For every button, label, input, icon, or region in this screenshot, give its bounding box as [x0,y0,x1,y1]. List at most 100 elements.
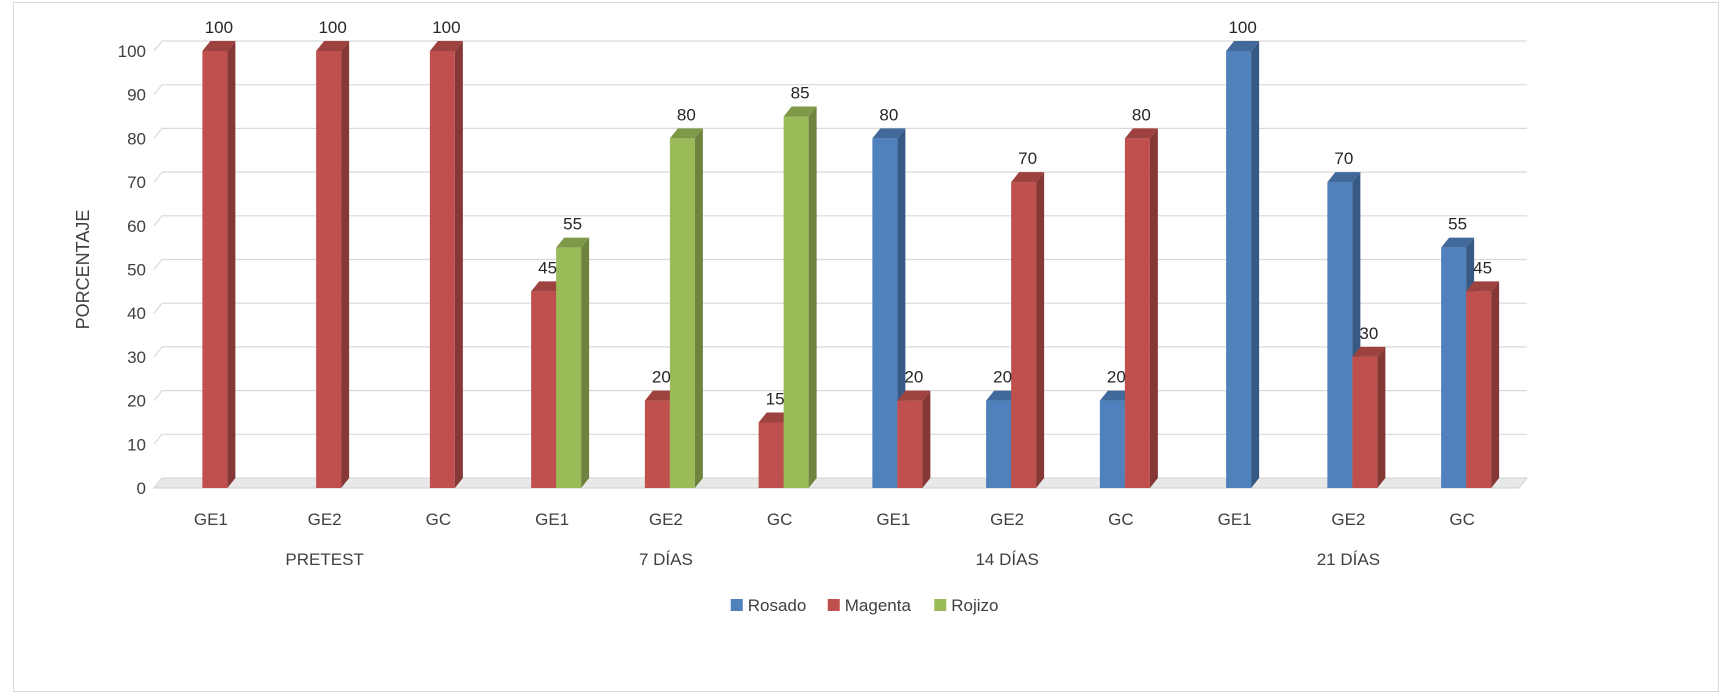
data-label: 70 [1334,149,1353,168]
y-tick-label: 60 [127,217,146,236]
bar-rosado [1099,400,1125,488]
data-label: 100 [1228,18,1256,37]
bar-side-magenta [922,390,931,488]
y-tick-label: 50 [127,261,146,280]
y-tick-label: 40 [127,304,146,323]
bar-rosado [1327,182,1353,488]
bar-top-magenta [429,41,463,51]
bar-top-magenta [202,41,236,51]
bar-top-rojizo [783,106,817,117]
bar-rojizo [669,138,695,488]
x-group-label: 14 DÍAS [975,550,1038,569]
chart-floor [152,477,1529,489]
x-tick-label: GE2 [308,510,342,529]
gridline-side [153,171,163,183]
x-group-label: 7 DÍAS [639,550,693,569]
gridline-side [153,84,163,96]
bar-top-magenta [1124,128,1158,139]
bar-rojizo [783,116,809,489]
bar-rosado [986,400,1012,488]
bar-side-magenta [341,41,350,488]
x-tick-label: GC [767,510,793,529]
y-tick-label: 90 [127,86,146,105]
bar-side-magenta [1149,128,1158,488]
bar-top-rosado [986,390,1020,401]
data-label: 45 [1473,258,1492,277]
x-group-label: PRETEST [285,550,363,569]
x-tick-label: GE2 [649,510,683,529]
data-label: 100 [205,18,233,37]
gridline-side [153,346,163,358]
bar-magenta [531,291,557,488]
bar-magenta [1124,138,1150,488]
bar-top-magenta [758,412,792,423]
data-label: 85 [791,84,810,103]
legend-label: Magenta [845,596,912,615]
y-tick-label: 70 [127,173,146,192]
bar-top-magenta [644,390,678,401]
bar-rosado [1441,247,1467,488]
bar-top-rosado [1441,237,1475,248]
bar-side-magenta [454,41,463,488]
bar-magenta [758,422,784,488]
gridline-side [153,390,163,401]
data-label: 15 [766,389,785,408]
data-label: 20 [993,368,1012,387]
data-label: 45 [538,258,557,277]
y-tick-label: 10 [127,435,146,454]
x-group-label: 21 DÍAS [1317,550,1380,569]
bar-top-rosado [1226,41,1260,51]
gridline-side [153,477,163,489]
y-tick-label: 30 [127,348,146,367]
x-tick-label: GE2 [1331,510,1365,529]
bar-top-magenta [531,281,565,292]
data-label: 20 [904,368,923,387]
legend-label: Rojizo [951,596,998,615]
data-label: 80 [1132,105,1151,124]
legend-swatch [827,599,840,611]
bar-top-magenta [1011,172,1045,183]
bar-top-magenta [316,41,350,51]
data-label: 100 [318,18,346,37]
gridline-side [153,40,163,52]
bar-top-magenta [1466,281,1500,292]
bar-chart: 0 10 20 30 40 50 60 70 80 90 100 PORCENTAJE 100 100 10… [73,18,1529,615]
chart-frame: 0 10 20 30 40 50 60 70 80 90 100 PORCENTAJE 100 100 10… [13,2,1719,692]
y-tick-label: 100 [118,42,146,61]
bar-magenta [897,400,923,488]
data-label: 55 [563,215,582,234]
bar-top-magenta [1352,346,1386,357]
y-tick-label: 20 [127,392,146,411]
y-tick-label: 80 [127,129,146,148]
x-tick-label: GE2 [990,510,1024,529]
data-label: 100 [432,18,460,37]
bar-magenta [316,51,342,488]
data-label: 70 [1018,149,1037,168]
bar-rojizo [556,247,582,488]
x-tick-label: GC [1449,510,1475,529]
bar-magenta [1352,356,1378,488]
gridline-side [153,128,163,139]
bar-side-rojizo [694,128,703,488]
data-label: 80 [677,105,696,124]
bar-magenta [1466,291,1492,488]
y-axis-title: PORCENTAJE [73,210,93,330]
bar-magenta [644,400,670,488]
legend-label: Rosado [748,596,807,615]
bar-side-rojizo [808,106,817,489]
bar-side-rosado [1251,41,1260,488]
bar-top-rosado [1099,390,1133,401]
x-tick-label: GE1 [194,510,228,529]
x-tick-label: GC [426,510,452,529]
data-label: 30 [1359,324,1378,343]
legend-swatch [934,599,947,611]
data-label: 55 [1448,215,1467,234]
bar-side-rojizo [581,237,590,488]
x-tick-label: GE1 [535,510,569,529]
bar-side-magenta [1491,281,1500,488]
data-label: 80 [879,105,898,124]
bar-top-rojizo [556,237,590,248]
bar-rosado [872,138,898,488]
gridline-side [153,259,163,270]
bar-top-rojizo [669,128,703,139]
